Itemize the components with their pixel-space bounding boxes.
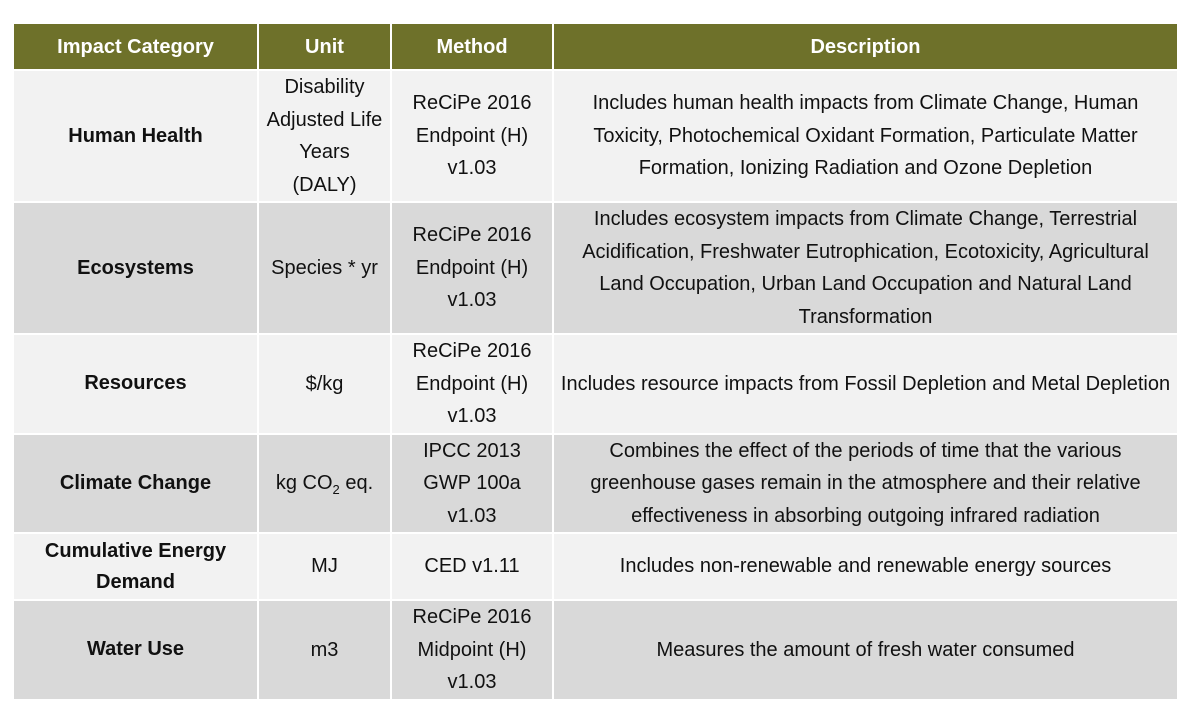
category-cell: Climate Change <box>12 432 259 534</box>
category-cell: Water Use <box>12 599 259 701</box>
description-cell: Measures the amount of fresh water consu… <box>552 599 1179 701</box>
method-cell: ReCiPe 2016 Endpoint (H) v1.03 <box>390 201 554 335</box>
unit-cell: Disability Adjusted Life Years (DALY) <box>257 69 392 203</box>
unit-text-suffix: eq. <box>339 472 374 494</box>
table-row: Climate Change kg CO2 eq. IPCC 2013 GWP … <box>12 432 1179 534</box>
header-description: Description <box>552 22 1179 71</box>
unit-text: kg CO <box>275 472 333 494</box>
category-cell: Human Health <box>12 69 259 203</box>
table-header-row: Impact Category Unit Method Description <box>12 22 1179 71</box>
unit-cell: $/kg <box>257 333 392 435</box>
header-unit: Unit <box>257 22 392 71</box>
table-row: Resources $/kg ReCiPe 2016 Endpoint (H) … <box>12 333 1179 435</box>
description-cell: Combines the effect of the periods of ti… <box>552 432 1179 534</box>
header-method: Method <box>390 22 554 71</box>
method-cell: CED v1.11 <box>390 532 554 601</box>
unit-cell: kg CO2 eq. <box>257 432 392 534</box>
table-row: Water Use m3 ReCiPe 2016 Midpoint (H) v1… <box>12 599 1179 701</box>
description-cell: Includes resource impacts from Fossil De… <box>552 333 1179 435</box>
unit-cell: MJ <box>257 532 392 601</box>
table-row: Ecosystems Species * yr ReCiPe 2016 Endp… <box>12 201 1179 335</box>
description-cell: Includes non-renewable and renewable ene… <box>552 532 1179 601</box>
method-cell: IPCC 2013 GWP 100a v1.03 <box>390 432 554 534</box>
category-cell: Cumulative Energy Demand <box>12 532 259 601</box>
table-row: Cumulative Energy Demand MJ CED v1.11 In… <box>12 532 1179 601</box>
description-cell: Includes human health impacts from Clima… <box>552 69 1179 203</box>
method-cell: ReCiPe 2016 Endpoint (H) v1.03 <box>390 333 554 435</box>
description-cell: Includes ecosystem impacts from Climate … <box>552 201 1179 335</box>
impact-category-table: Impact Category Unit Method Description … <box>12 22 1179 701</box>
header-impact-category: Impact Category <box>12 22 259 71</box>
method-cell: ReCiPe 2016 Endpoint (H) v1.03 <box>390 69 554 203</box>
category-cell: Resources <box>12 333 259 435</box>
unit-cell: m3 <box>257 599 392 701</box>
category-cell: Ecosystems <box>12 201 259 335</box>
table-row: Human Health Disability Adjusted Life Ye… <box>12 69 1179 203</box>
method-cell: ReCiPe 2016 Midpoint (H) v1.03 <box>390 599 554 701</box>
unit-subscript: 2 <box>332 482 340 497</box>
unit-cell: Species * yr <box>257 201 392 335</box>
